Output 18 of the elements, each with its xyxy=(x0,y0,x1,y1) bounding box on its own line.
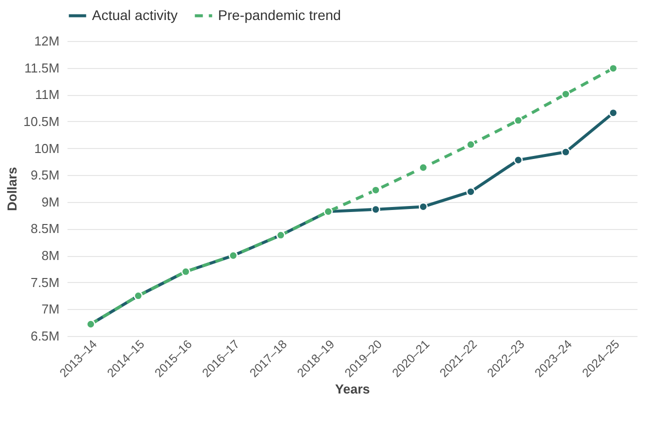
y-tick-label: 9.5M xyxy=(30,168,60,183)
y-axis-title: Dollars xyxy=(4,166,20,212)
y-tick-label: 8.5M xyxy=(30,221,60,236)
y-tick-label: 10M xyxy=(34,140,60,156)
y-tick-label: 8M xyxy=(41,248,60,264)
point xyxy=(561,148,570,156)
y-tick-label: 7M xyxy=(41,302,60,317)
x-axis-title: Years xyxy=(335,381,370,396)
y-tick-label: 7.5M xyxy=(30,274,60,290)
legend-label: Actual activity xyxy=(92,6,178,23)
y-tick-label: 11M xyxy=(35,87,60,102)
y-tick-label: 10.5M xyxy=(23,114,60,129)
y-tick-label: 9M xyxy=(41,194,60,210)
y-tick-label: 11.5M xyxy=(24,60,60,76)
y-tick-label: 12M xyxy=(34,34,60,48)
y-tick-label: 6.5M xyxy=(30,328,60,344)
legend-label: Pre-pandemic trend xyxy=(218,6,341,23)
point xyxy=(514,156,523,165)
